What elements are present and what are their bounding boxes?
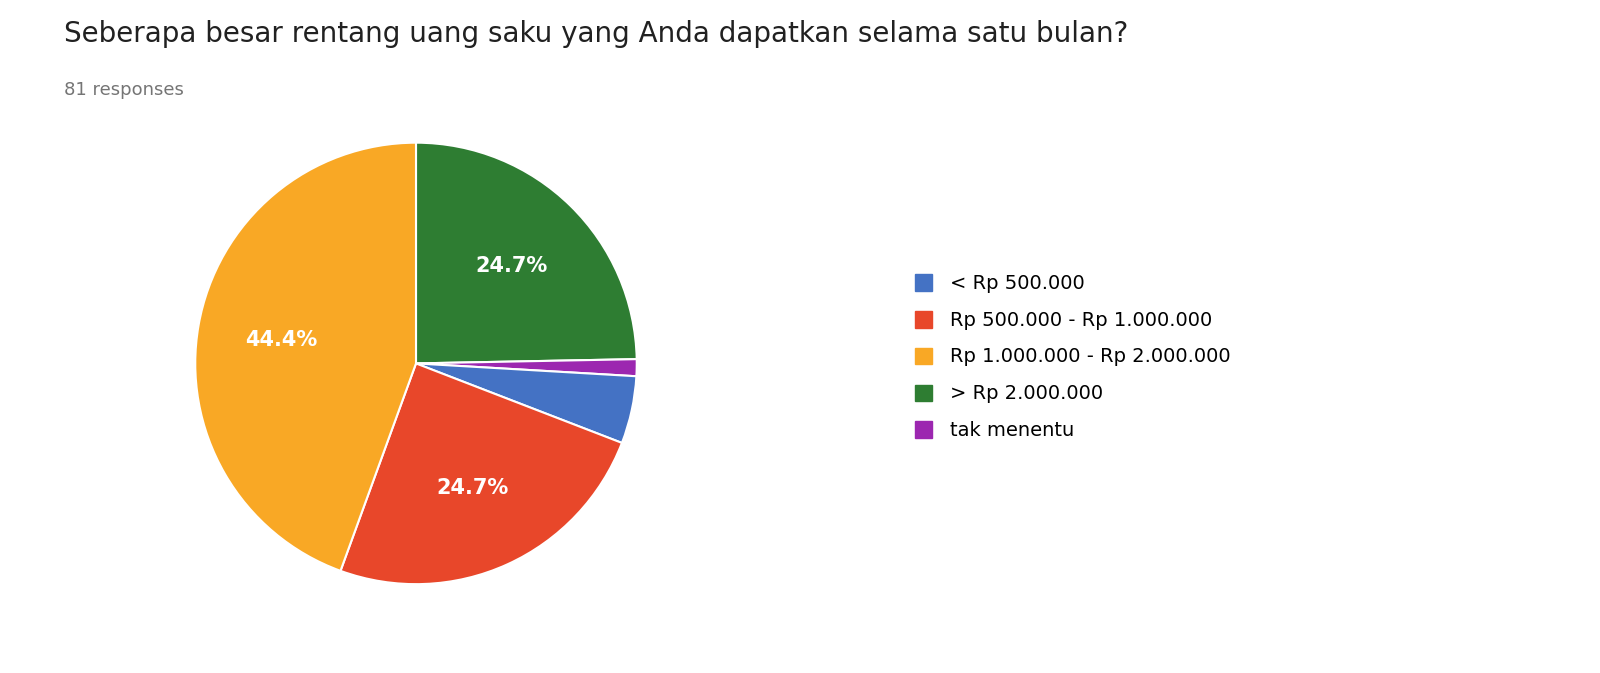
Wedge shape (416, 363, 637, 443)
Text: 81 responses: 81 responses (64, 81, 184, 99)
Wedge shape (341, 363, 622, 584)
Legend: < Rp 500.000, Rp 500.000 - Rp 1.000.000, Rp 1.000.000 - Rp 2.000.000, > Rp 2.000: < Rp 500.000, Rp 500.000 - Rp 1.000.000,… (906, 264, 1240, 450)
Wedge shape (416, 359, 637, 376)
Text: Seberapa besar rentang uang saku yang Anda dapatkan selama satu bulan?: Seberapa besar rentang uang saku yang An… (64, 20, 1128, 48)
Wedge shape (416, 143, 637, 363)
Text: 44.4%: 44.4% (245, 330, 317, 350)
Text: 24.7%: 24.7% (475, 256, 547, 276)
Wedge shape (195, 143, 416, 571)
Text: 24.7%: 24.7% (437, 478, 509, 498)
